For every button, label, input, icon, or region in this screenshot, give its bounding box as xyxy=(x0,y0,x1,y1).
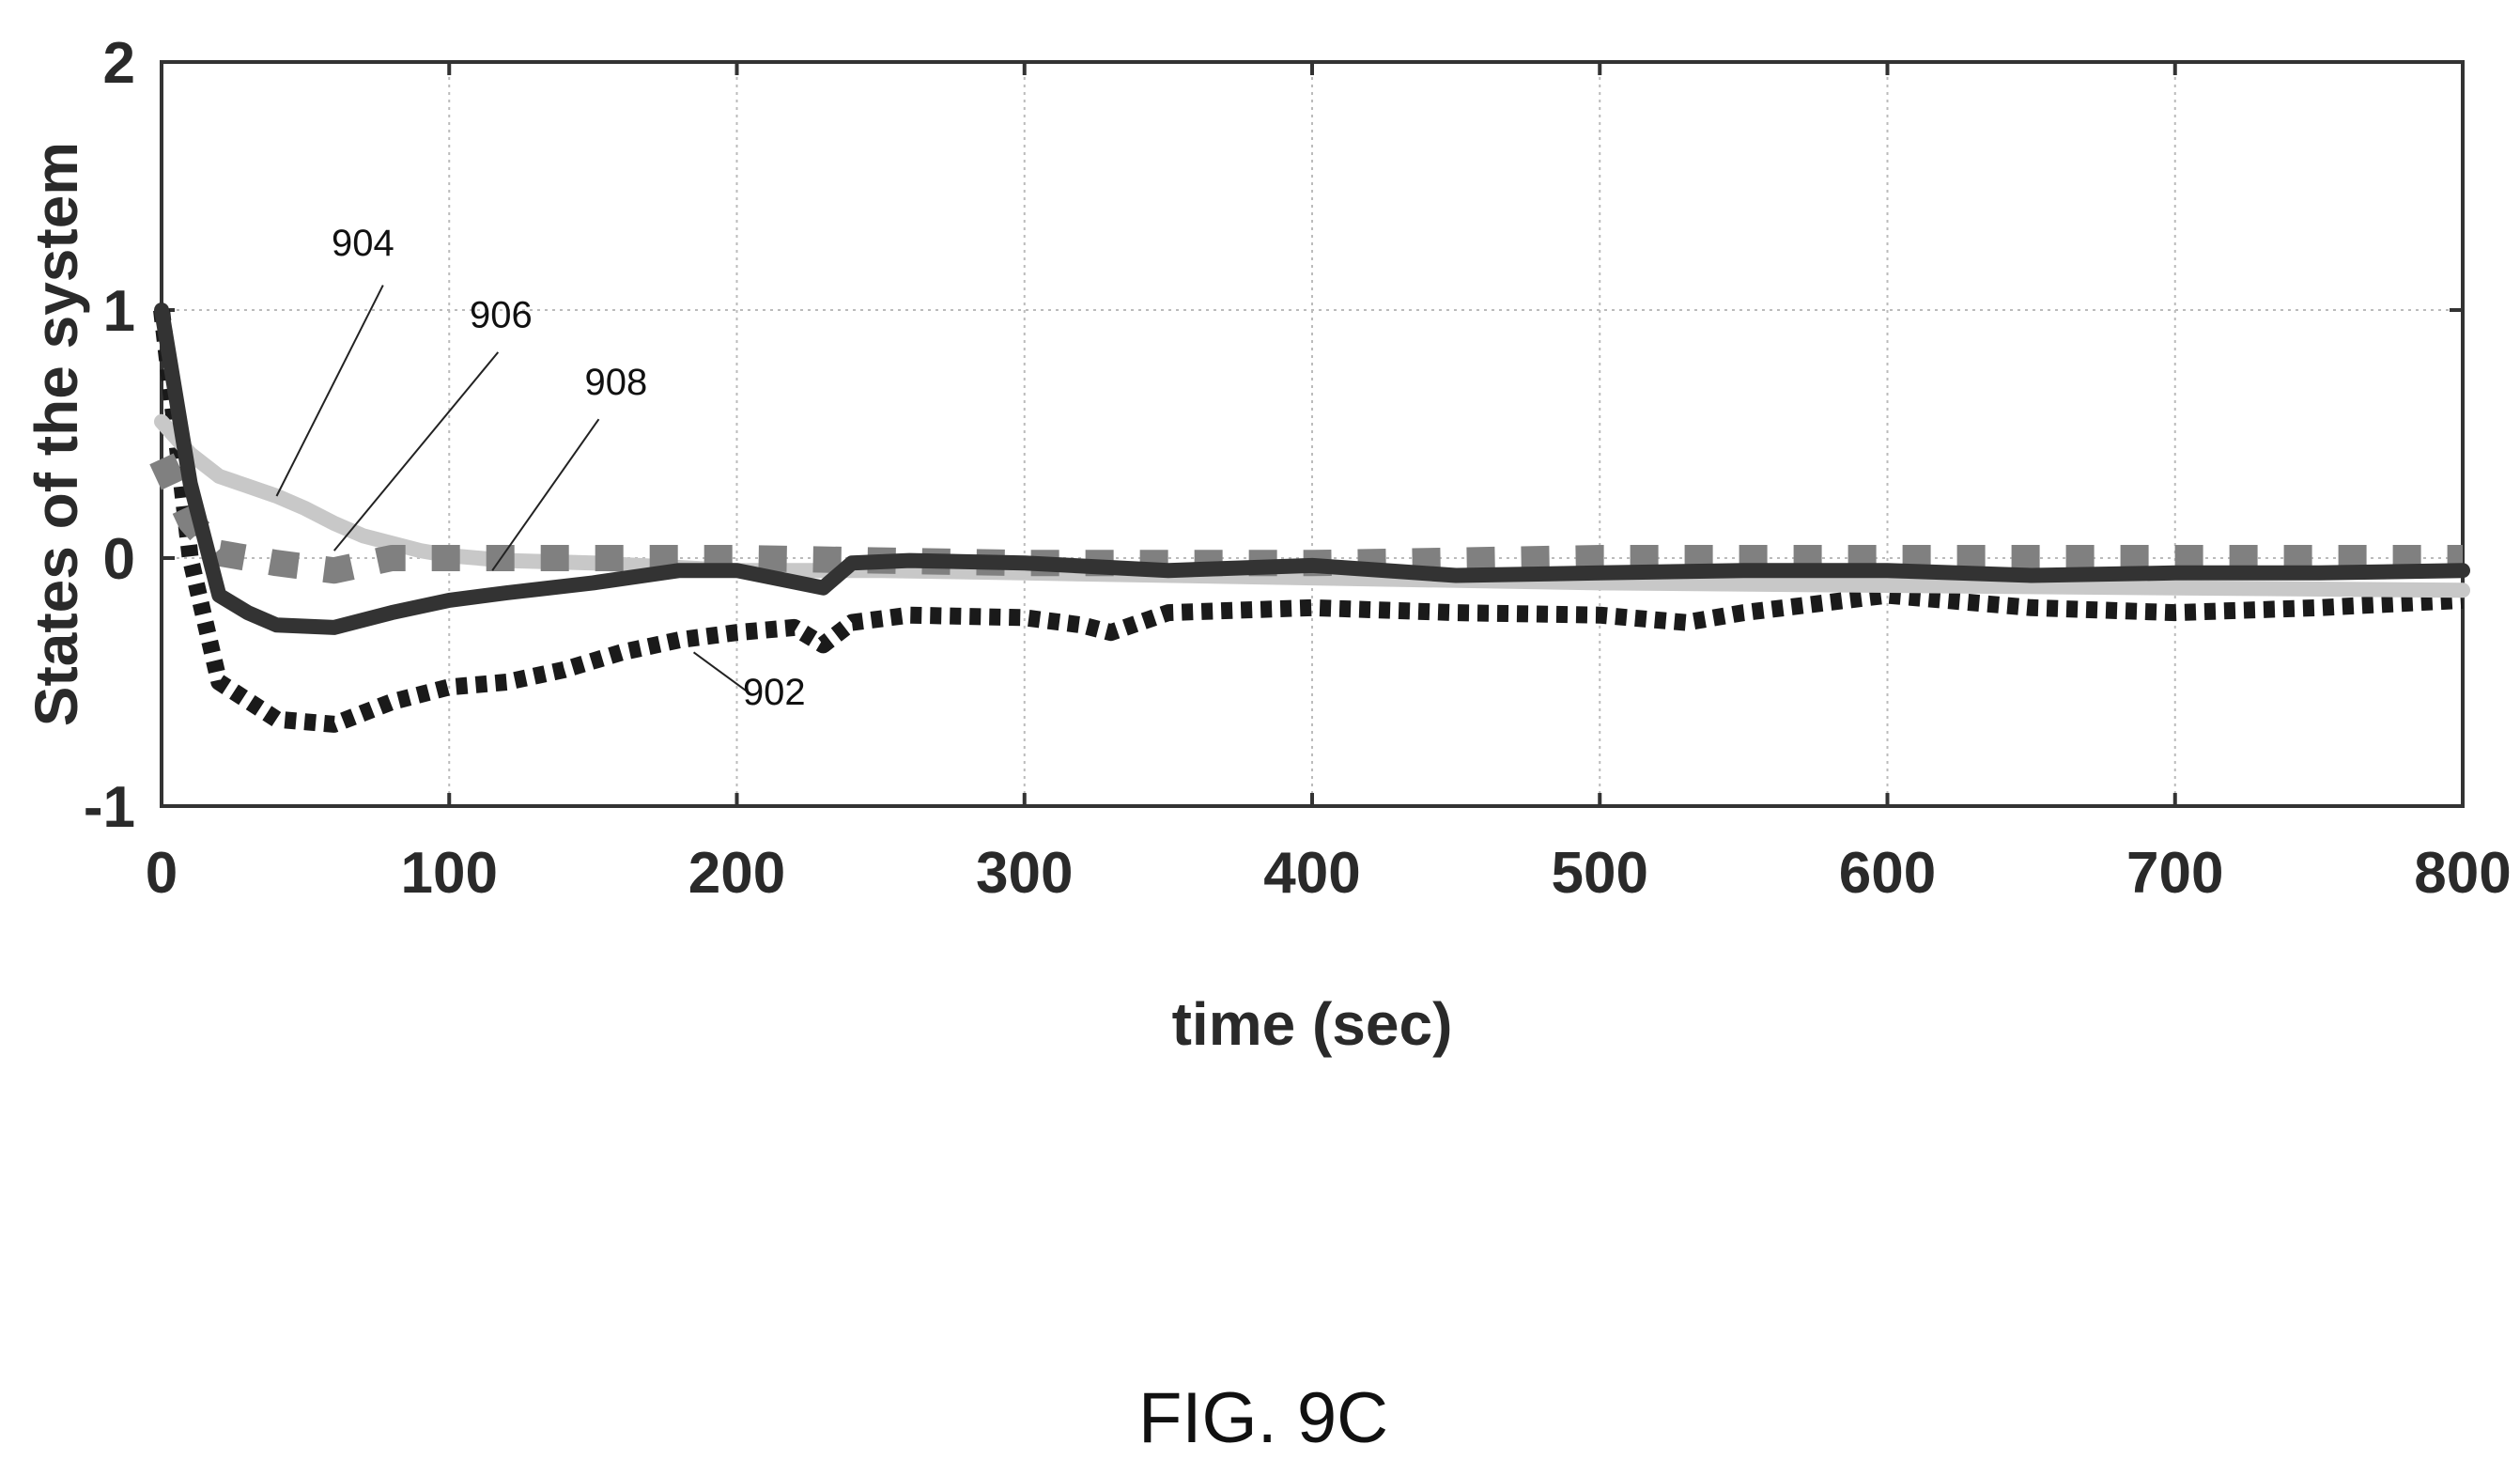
x-tick-label: 400 xyxy=(1263,841,1360,906)
callouts: 904 906 908 902 xyxy=(275,223,806,713)
x-tick-label: 700 xyxy=(2126,841,2223,906)
figure-caption: FIG. 9C xyxy=(1138,1378,1388,1458)
y-tick-label: 0 xyxy=(103,527,135,592)
series-line-902 xyxy=(153,308,2464,733)
y-tick-label: -1 xyxy=(84,775,135,840)
callout-label-906: 906 xyxy=(470,294,533,335)
x-tick-label: 300 xyxy=(976,841,1073,906)
y-tick-label: 2 xyxy=(103,31,135,96)
x-tick-label: 600 xyxy=(1839,841,1936,906)
grid xyxy=(161,61,2464,807)
series-line-906 xyxy=(149,453,2463,584)
x-tick-label: 200 xyxy=(688,841,785,906)
callout-leader-902 xyxy=(692,651,752,696)
x-tick-label: 0 xyxy=(146,841,178,906)
callout-label-902: 902 xyxy=(743,672,806,713)
callout-label-904: 904 xyxy=(332,223,394,264)
x-tick-label: 500 xyxy=(1552,841,1648,906)
x-axis-title: time (sec) xyxy=(1172,990,1453,1058)
callout-label-908: 908 xyxy=(585,362,648,403)
callout-leader-906 xyxy=(332,351,500,551)
x-tick-label: 100 xyxy=(401,841,498,906)
callout-leader-908 xyxy=(491,418,600,571)
y-tick-label: 1 xyxy=(103,279,135,344)
y-axis-title: States of the system xyxy=(23,142,90,726)
x-tick-label: 800 xyxy=(2414,841,2511,906)
callout-leader-904 xyxy=(275,285,384,497)
series-line-908 xyxy=(154,303,2470,635)
